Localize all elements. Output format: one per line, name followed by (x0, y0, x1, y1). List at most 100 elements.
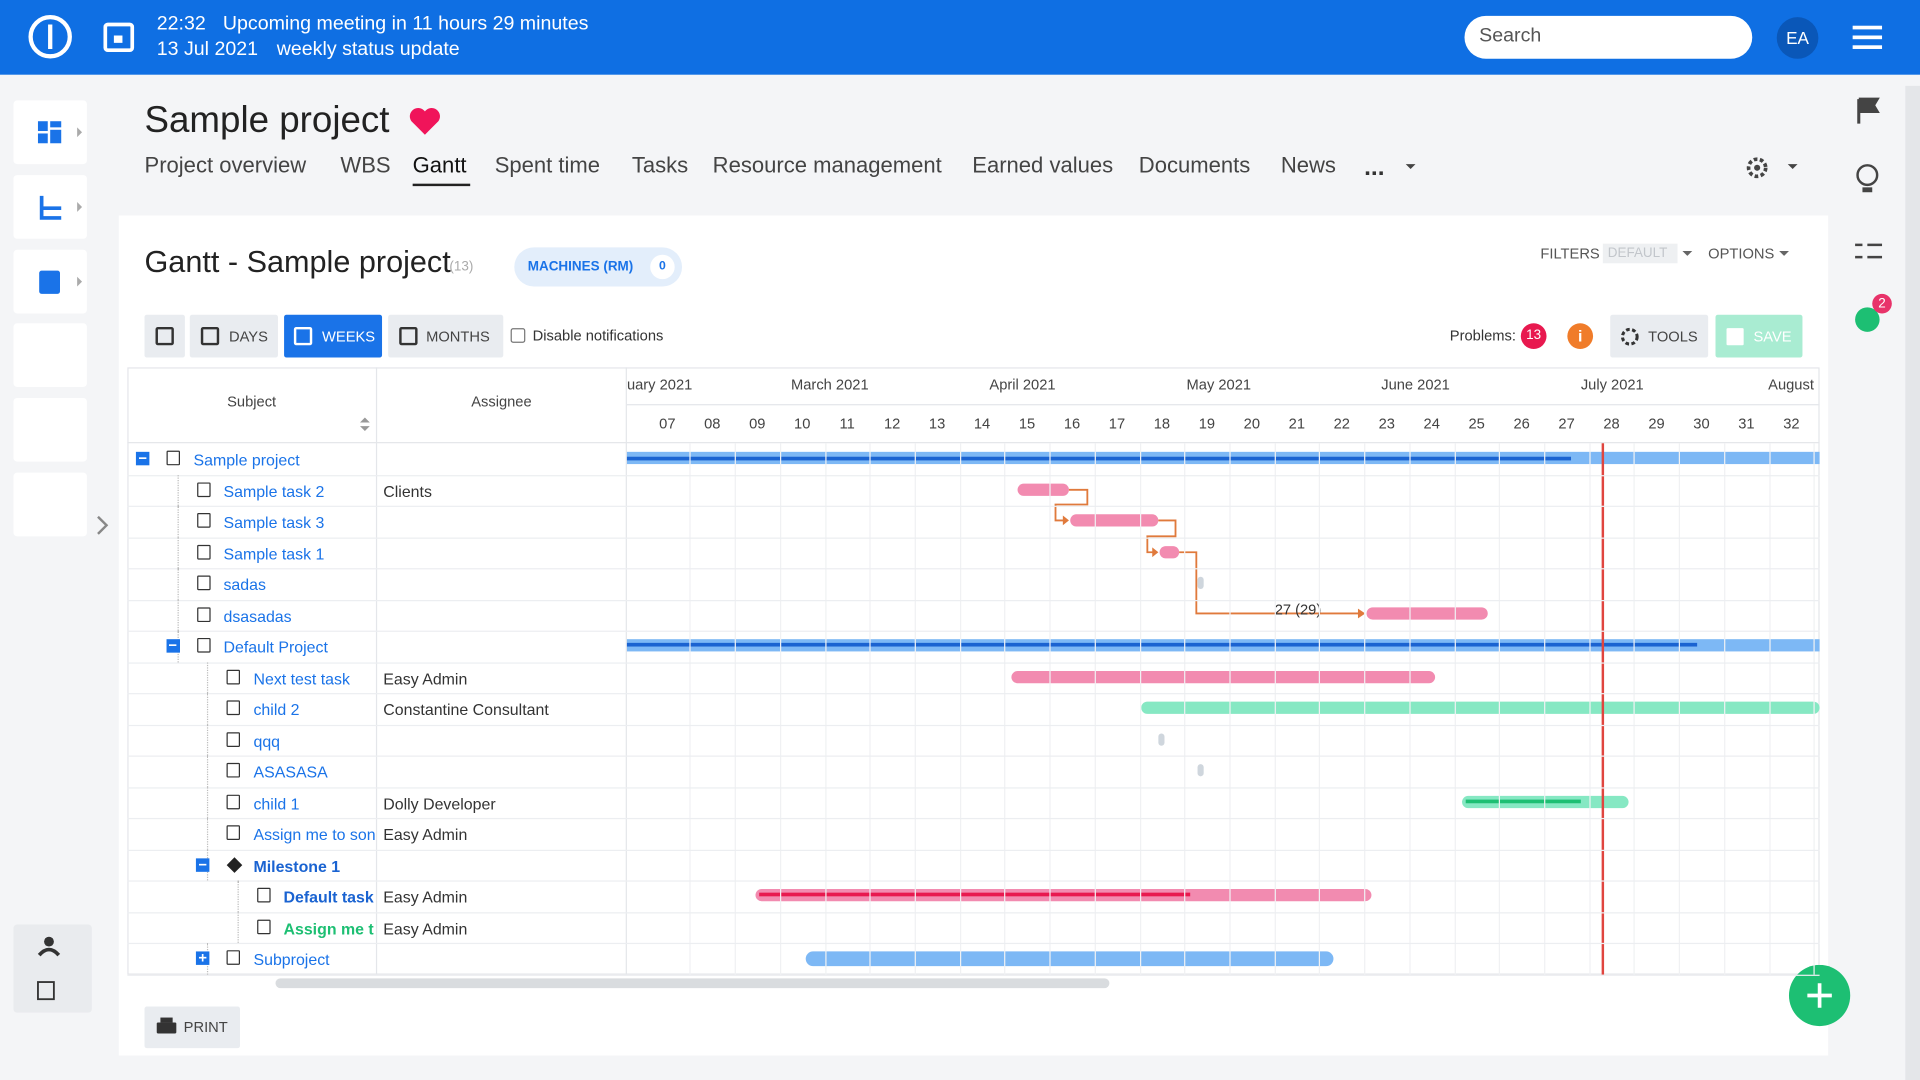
scrollbar[interactable] (1905, 85, 1920, 1080)
favorite[interactable] (408, 105, 442, 137)
week-gridline (1274, 443, 1276, 975)
calendar-icon[interactable] (103, 22, 135, 53)
icon (200, 326, 220, 346)
row-assignee[interactable]: Dolly Developer (383, 794, 496, 813)
project-tab[interactable]: Resource management (712, 153, 942, 178)
row-subject[interactable]: Milestone 1 (253, 856, 341, 875)
project-tab[interactable]: Spent time (494, 153, 601, 178)
row-subject[interactable]: Subproject (253, 950, 330, 969)
project-tab[interactable]: Tasks (631, 153, 689, 178)
icon (37, 121, 48, 132)
tools-button[interactable]: TOOLS (1610, 314, 1709, 358)
tree-toggle[interactable]: − (195, 857, 210, 872)
row-subject[interactable]: Default task (283, 887, 374, 907)
tree-toggle[interactable]: − (165, 638, 180, 653)
row-subject[interactable]: Sample task 3 (223, 513, 325, 532)
icon (1726, 328, 1744, 346)
tree-line (206, 786, 209, 818)
info-icon[interactable]: i (1567, 323, 1594, 349)
caret[interactable] (1787, 164, 1798, 169)
tree-toggle[interactable]: − (135, 451, 150, 465)
week-label: 20 (1243, 415, 1261, 433)
project-tab[interactable]: WBS (340, 153, 391, 178)
project-tab[interactable]: News (1280, 153, 1336, 178)
days-button[interactable]: DAYS (189, 314, 278, 358)
column-header[interactable]: Subject (227, 393, 277, 411)
tree-line (176, 568, 179, 600)
button-label: WEEKS (322, 327, 376, 345)
weeks-button[interactable]: WEEKS (284, 314, 383, 358)
button-label: PRINT (183, 1018, 228, 1036)
avatar[interactable] (1776, 17, 1819, 59)
week-gridline (1139, 443, 1141, 975)
row-subject[interactable]: Sample task 2 (223, 481, 325, 501)
row-subject[interactable]: Sample task 1 (223, 544, 325, 563)
row-subject[interactable]: Next test task (253, 669, 350, 688)
caret[interactable] (1405, 164, 1416, 169)
row-subject[interactable]: sadas (223, 575, 266, 594)
issue-icon (256, 887, 270, 903)
sidebar-empty[interactable] (13, 472, 87, 537)
expand-arrow[interactable] (97, 515, 109, 535)
problems-badge[interactable] (1520, 323, 1547, 349)
row-assignee[interactable]: Easy Admin (383, 825, 468, 844)
row-line (127, 568, 1820, 570)
delay-annotation: 27 (29) (1274, 601, 1322, 619)
sidebar-dashboard[interactable] (13, 100, 87, 165)
filters[interactable]: FILTERS (1540, 244, 1600, 263)
row-assignee[interactable]: Constantine Consultant (383, 700, 549, 719)
flag-icon[interactable] (1857, 97, 1880, 124)
row-subject[interactable]: Assign me to son (253, 825, 376, 844)
logo[interactable] (28, 15, 72, 59)
tools-icon (1620, 327, 1639, 346)
tree-toggle[interactable]: + (195, 950, 210, 965)
row-subject[interactable]: dsasadas (223, 606, 292, 626)
week-label: 09 (749, 415, 766, 433)
months-button[interactable]: MONTHS (388, 314, 504, 358)
project-tab[interactable]: Documents (1138, 153, 1251, 178)
icon (293, 326, 313, 346)
add-button[interactable] (1788, 964, 1852, 1029)
menu-bar[interactable] (1852, 25, 1883, 30)
row-subject[interactable]: Default Project (223, 637, 328, 657)
disable-notifications-checkbox[interactable] (510, 328, 526, 343)
row-subject[interactable]: child 1 (253, 794, 300, 813)
button-label: MONTHS (426, 327, 490, 345)
week-gridline (1319, 443, 1321, 975)
row-assignee[interactable]: Easy Admin (383, 669, 468, 688)
column-header[interactable]: Assignee (471, 393, 532, 411)
row-subject[interactable]: child 2 (253, 700, 300, 719)
icon[interactable] (37, 981, 55, 1001)
timer-icon[interactable] (1855, 307, 1880, 332)
row-subject[interactable]: Assign me t (283, 918, 374, 938)
month-label: July 2021 (1580, 375, 1644, 394)
week-gridline (959, 443, 961, 975)
meeting-message[interactable]: Upcoming meeting in 11 hours 29 minutes (222, 13, 589, 35)
project-tab[interactable]: Gantt (412, 153, 467, 178)
sidebar-empty[interactable] (13, 323, 87, 387)
month-label: March 2021 (791, 375, 869, 394)
row-assignee[interactable]: Easy Admin (383, 887, 468, 907)
save-button[interactable]: SAVE (1715, 314, 1803, 358)
project-tab[interactable]: Earned values (972, 153, 1114, 178)
row-assignee[interactable]: Easy Admin (383, 918, 468, 938)
options[interactable]: OPTIONS (1708, 244, 1775, 263)
row-subject[interactable]: qqq (253, 731, 281, 750)
project-tab[interactable]: Project overview (144, 153, 307, 178)
sort-arrows[interactable] (358, 416, 373, 433)
more-tabs[interactable]: ... (1364, 154, 1385, 182)
sidebar-empty[interactable] (13, 397, 87, 462)
row-assignee[interactable]: Clients (383, 481, 432, 501)
button-label: DAYS (228, 327, 268, 345)
bulb-icon[interactable] (1856, 164, 1879, 187)
meeting-name[interactable]: weekly status update (276, 39, 460, 60)
row-subject[interactable]: ASASASA (253, 762, 328, 782)
list-icon[interactable] (1855, 243, 1883, 259)
row-line (127, 505, 1820, 507)
settings-icon[interactable] (1746, 157, 1768, 179)
search-box[interactable] (1464, 15, 1753, 59)
icon[interactable] (44, 936, 54, 947)
today-button[interactable] (144, 314, 185, 358)
row-subject[interactable]: Sample project (193, 450, 300, 469)
